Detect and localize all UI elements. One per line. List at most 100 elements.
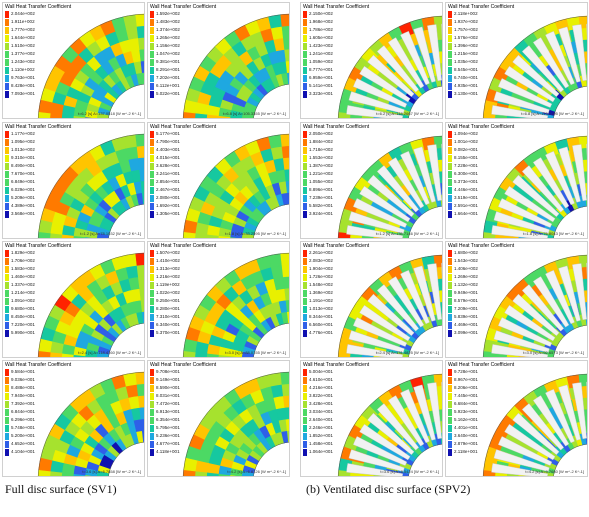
- legend-value: 7.670e+001: [11, 171, 35, 176]
- legend-value: 1.095e+002: [11, 139, 35, 144]
- legend-swatch: [448, 163, 452, 170]
- vent-slot: [427, 24, 442, 82]
- disc-outline: [108, 204, 144, 238]
- vent-slot: [400, 269, 430, 325]
- legend-value: 4.389e+001: [11, 203, 35, 208]
- contour-cell: [285, 299, 289, 312]
- disc-outline: [37, 133, 144, 238]
- legend-value: 1.215e+002: [454, 51, 478, 56]
- contour-panel: Wall Heat Transfer Coefficient 1.829e+002…: [2, 241, 145, 358]
- legend-value: 1.644e+002: [11, 35, 35, 40]
- legend-swatch: [303, 163, 307, 170]
- legend-value: 1.374e+002: [156, 27, 180, 32]
- legend-value: 2.467e+001: [156, 187, 180, 192]
- contour-cell: [281, 383, 289, 397]
- vent-slot: [376, 45, 419, 93]
- legend-swatch: [303, 441, 307, 448]
- vent-slot: [512, 293, 560, 336]
- contour-cell: [136, 383, 144, 397]
- panel-footer: t=2.4 [s] A=131.4825 [W m^-2 K^-1]: [375, 350, 439, 355]
- legend-value: 1.786e+002: [309, 27, 333, 32]
- vent-slot: [545, 30, 575, 86]
- contour-cell: [241, 117, 243, 118]
- legend-value: 9.310e+001: [11, 155, 35, 160]
- legend-swatch: [150, 441, 154, 448]
- vent-slot: [497, 78, 553, 108]
- legend-swatch: [448, 19, 452, 26]
- vent-slot: [427, 263, 442, 321]
- legend-value: 2.118e+001: [454, 449, 478, 454]
- legend-swatch: [303, 147, 307, 154]
- legend-value: 6.844e+001: [11, 409, 35, 414]
- contour-cell: [241, 356, 243, 357]
- legend-value: 2.080e+001: [156, 195, 180, 200]
- legend-value: 9.680e+001: [11, 306, 35, 311]
- legend-value: 1.191e+002: [309, 298, 333, 303]
- legend-swatch: [5, 131, 9, 138]
- legend-value: 9.728e+001: [454, 369, 478, 374]
- contour-cell: [282, 276, 289, 289]
- vent-slot: [521, 165, 564, 213]
- disc-outline: [182, 133, 289, 238]
- vent-slot: [441, 381, 442, 398]
- contour-cell: [280, 13, 289, 27]
- contour-cell: [123, 372, 138, 387]
- legend-swatch: [5, 67, 9, 74]
- contour-cell: [281, 25, 289, 39]
- legend-swatch: [303, 171, 307, 178]
- legend-value: 9.082e+001: [454, 147, 478, 152]
- legend-value: 1.423e+002: [309, 43, 333, 48]
- legend-swatch: [303, 298, 307, 305]
- legend-swatch: [303, 51, 307, 58]
- legend-swatch: [150, 393, 154, 400]
- contour-panel: Wall Heat Transfer Coefficient 2.261e+002…: [300, 241, 443, 358]
- legend-swatch: [448, 11, 452, 18]
- legend-swatch: [5, 425, 9, 432]
- legend-swatch: [150, 377, 154, 384]
- legend-swatch: [448, 314, 452, 321]
- legend-swatch: [303, 203, 307, 210]
- contour-cell: [135, 133, 144, 147]
- legend-swatch: [5, 377, 9, 384]
- contour-panel: Wall Heat Transfer Coefficient 5.004e+001…: [300, 360, 443, 477]
- legend-value: 6.112e+001: [156, 83, 180, 88]
- contour-cell: [282, 395, 289, 408]
- legend-swatch: [303, 282, 307, 289]
- legend-swatch: [303, 43, 307, 50]
- legend-swatch: [303, 211, 307, 218]
- legend-value: 6.560e+001: [309, 322, 333, 327]
- contour-plot: [337, 254, 442, 357]
- disc-outline: [37, 371, 144, 476]
- contour-plot: [37, 133, 144, 238]
- vent-slot: [352, 78, 408, 108]
- legend-value: 1.047e+002: [156, 51, 180, 56]
- legend-swatch: [448, 43, 452, 50]
- legend-swatch: [448, 401, 452, 408]
- legend-swatch: [303, 35, 307, 42]
- legend-value: 1.718e+002: [309, 147, 333, 152]
- contour-cell: [285, 418, 289, 431]
- legend-swatch: [303, 417, 307, 424]
- vent-slot: [367, 54, 415, 97]
- legend-value: 5.200e+001: [11, 433, 35, 438]
- vent-slot: [387, 276, 425, 328]
- vent-slot: [367, 174, 415, 217]
- contour-panel: Wall Heat Transfer Coefficient 9.728e+001…: [445, 360, 588, 477]
- legend-swatch: [150, 274, 154, 281]
- contour-cell: [139, 406, 144, 420]
- legend-swatch: [303, 179, 307, 186]
- legend-swatch: [150, 91, 154, 98]
- panel-footer: t=6.8 [s] A=105.3355 [W m^-2 K^-1]: [222, 111, 286, 116]
- legend-value: 1.777e+002: [11, 27, 35, 32]
- legend-swatch: [150, 163, 154, 170]
- legend-value: 1.369e+002: [309, 290, 333, 295]
- legend-swatch: [303, 377, 307, 384]
- legend-swatch: [303, 27, 307, 34]
- legend-swatch: [303, 75, 307, 82]
- legend-swatch: [5, 35, 9, 42]
- legend-value: 9.149e+001: [156, 377, 180, 382]
- contour-cell: [280, 371, 289, 385]
- legend-value: 7.310e+001: [156, 314, 180, 319]
- legend-swatch: [150, 19, 154, 26]
- legend-swatch: [5, 59, 9, 66]
